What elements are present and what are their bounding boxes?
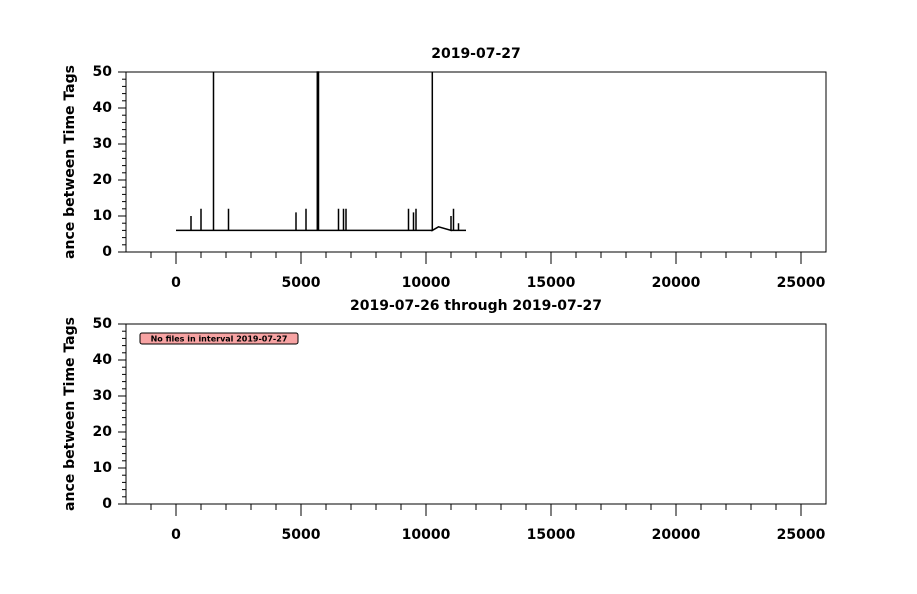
y-tick-label: 20	[93, 424, 113, 440]
x-tick-label: 15000	[527, 275, 576, 291]
x-tick-label: 25000	[777, 275, 826, 291]
y-tick-label: 40	[93, 352, 113, 368]
y-tick-label: 0	[102, 244, 112, 260]
x-tick-label: 10000	[402, 527, 451, 543]
annotation-text: No files in interval 2019-07-27	[151, 335, 288, 344]
chart-title: 2019-07-26 through 2019-07-27	[350, 298, 602, 314]
y-tick-label: 10	[93, 460, 113, 476]
y-tick-label: 50	[93, 64, 113, 80]
y-tick-label: 20	[93, 172, 113, 188]
y-tick-label: 10	[93, 208, 113, 224]
x-tick-label: 25000	[777, 527, 826, 543]
x-tick-label: 15000	[527, 527, 576, 543]
x-tick-label: 0	[171, 527, 181, 543]
x-tick-label: 0	[171, 275, 181, 291]
y-tick-label: 30	[93, 388, 113, 404]
y-tick-label: 50	[93, 316, 113, 332]
y-tick-label: 40	[93, 100, 113, 116]
y-axis-label: ance between Time Tags	[62, 65, 78, 259]
plot-frame	[125, 323, 827, 505]
x-tick-label: 10000	[402, 275, 451, 291]
y-axis-label: ance between Time Tags	[62, 317, 78, 511]
y-tick-label: 0	[102, 496, 112, 512]
x-tick-label: 20000	[652, 527, 701, 543]
x-tick-label: 5000	[282, 275, 321, 291]
data-line	[176, 71, 466, 232]
plot-frame	[125, 71, 827, 253]
annotation-box	[139, 332, 299, 345]
chart-title: 2019-07-27	[431, 46, 521, 62]
x-tick-label: 20000	[652, 275, 701, 291]
x-tick-label: 5000	[282, 527, 321, 543]
y-tick-label: 30	[93, 136, 113, 152]
annotation: No files in interval 2019-07-27	[139, 332, 299, 345]
